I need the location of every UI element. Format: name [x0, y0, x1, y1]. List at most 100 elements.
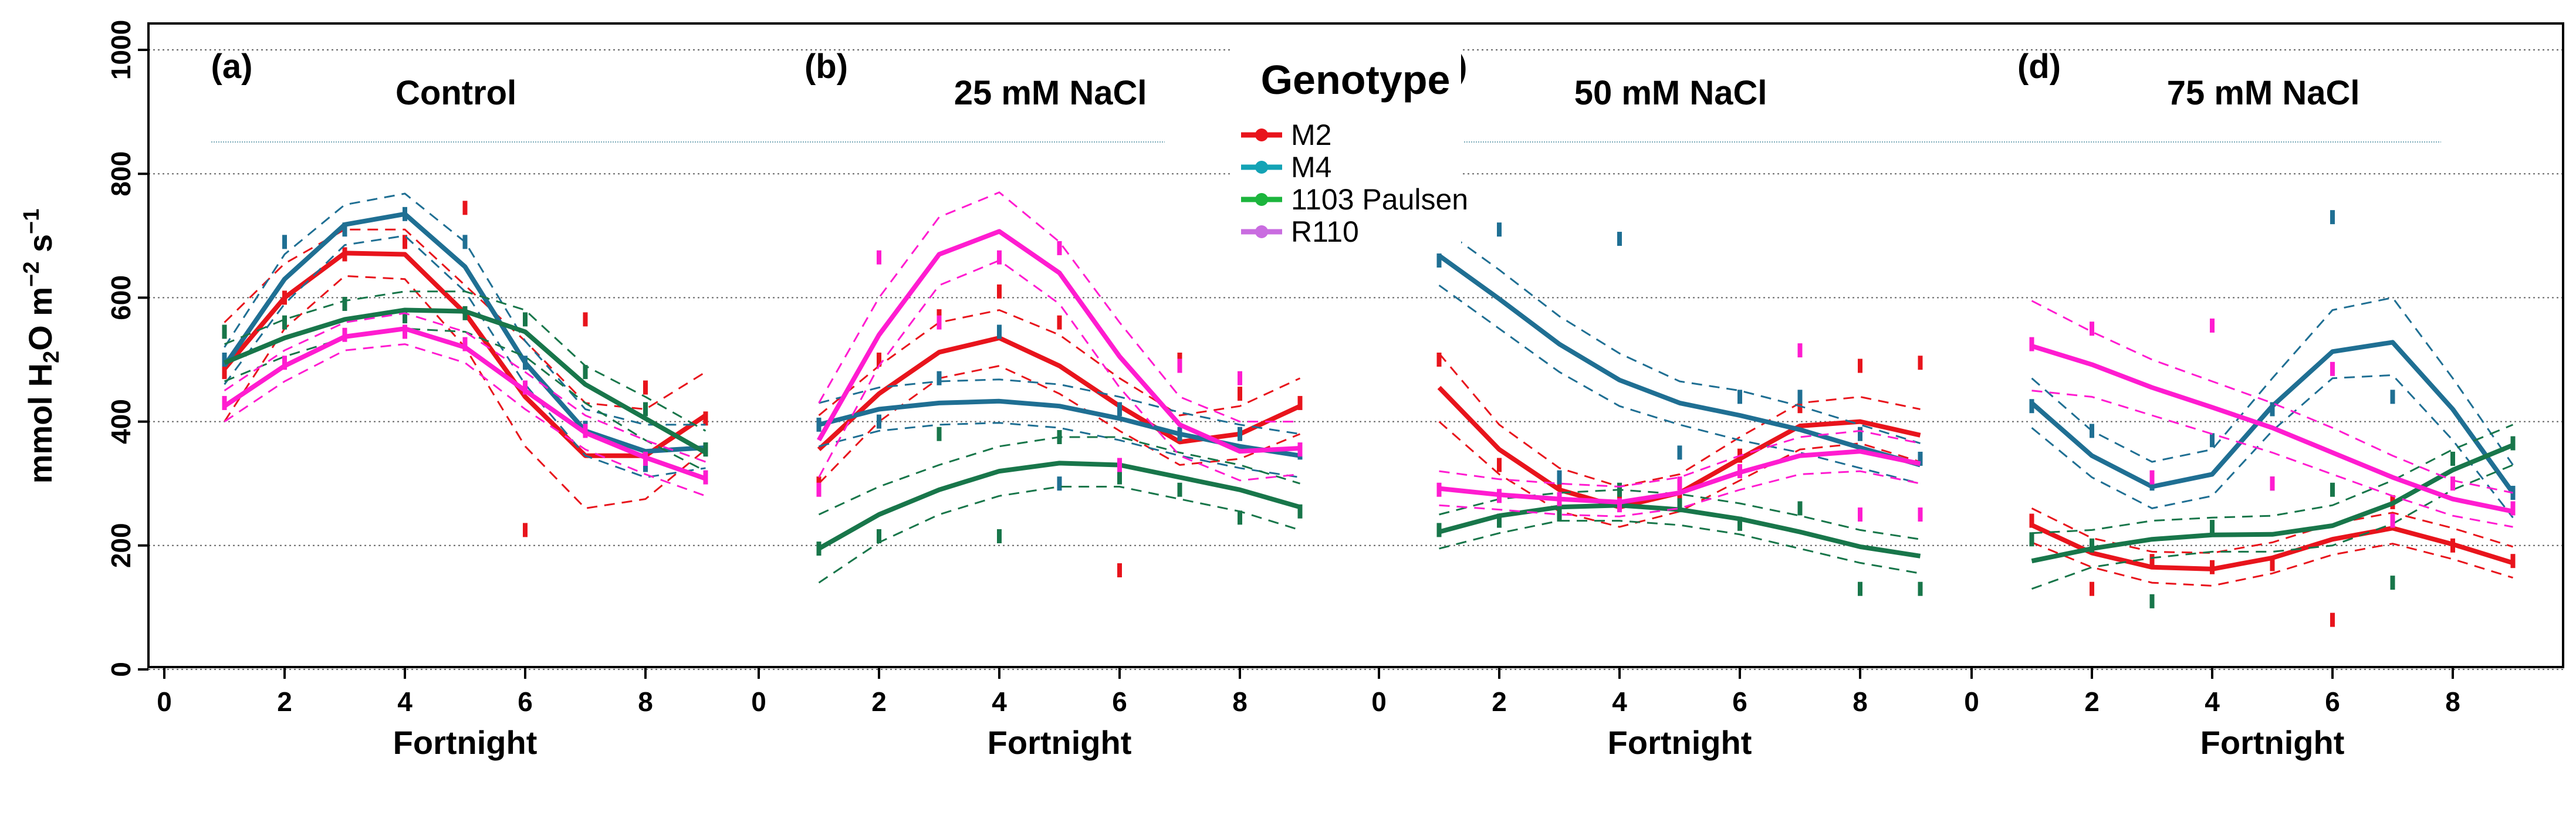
data-point-p3-1103-paulsen-2	[1497, 513, 1502, 528]
data-point-p2-m4-8	[1238, 427, 1242, 441]
x-tick-label-p3-2: 2	[1492, 686, 1507, 717]
data-point-p1-1103-paulsen-7	[583, 365, 588, 380]
legend-label-r110: R110	[1291, 215, 1359, 248]
data-point-p2-m4-6	[1117, 402, 1122, 417]
data-point-p2-m2-9	[1297, 395, 1303, 410]
ci-upper-p3-r110	[1439, 429, 1921, 488]
legend-title: Genotype	[1261, 57, 1451, 103]
data-point-p4-r110-1	[2029, 337, 2034, 351]
data-point-p4-m4-5	[2270, 402, 2275, 417]
data-point-p4-m2-5	[2270, 557, 2275, 571]
panel-letter-2: (b)	[804, 48, 848, 86]
ci-lower-p1-r110	[224, 343, 706, 497]
data-point-p2-r110-3	[937, 315, 942, 330]
data-point-p1-m2-3	[342, 247, 347, 262]
x-tick-label-p2-0: 0	[751, 686, 766, 717]
data-point-p2-m4-2	[877, 414, 881, 429]
data-point-p1-1103-paulsen-2	[282, 315, 287, 330]
data-point-p4-r110-2	[2090, 322, 2094, 336]
data-point-p2-1103-paulsen-3	[937, 427, 942, 441]
ci-lower-p3-1103-paulsen	[1439, 520, 1921, 574]
legend-marker-m4	[1255, 161, 1268, 174]
data-point-p1-1103-paulsen-6	[523, 312, 528, 327]
y-tick-label-400: 400	[106, 399, 136, 444]
data-point-p1-m4-3	[342, 222, 347, 237]
data-point-p4-r110-5	[2270, 476, 2275, 491]
data-point-p1-1103-paulsen-4	[403, 309, 407, 324]
data-point-p1-m2-2	[282, 290, 287, 305]
data-point-p2-m4-4	[997, 324, 1002, 339]
data-point-p1-1103-paulsen-1	[222, 324, 227, 339]
ci-lower-p2-r110	[818, 259, 1300, 482]
fit-line-p3-r110	[1439, 449, 1921, 505]
x-tick-label-p3-6: 6	[1732, 686, 1747, 717]
panel-2	[816, 191, 1303, 584]
data-point-p1-r110-6	[523, 380, 528, 395]
data-point-p4-m4-9	[2510, 486, 2516, 500]
legend-marker-m2	[1255, 128, 1268, 141]
panel-1	[222, 192, 708, 537]
data-point-p4-m4-6	[2330, 210, 2335, 225]
ci-lower-p3-m2	[1438, 421, 1921, 528]
legend-label-m2: M2	[1291, 119, 1331, 151]
data-point-p1-r110-7	[583, 424, 588, 438]
x-axis-title-p3: Fortnight	[1608, 724, 1752, 761]
x-tick-label-p2-8: 8	[1232, 686, 1248, 717]
panel-4	[2029, 210, 2516, 627]
data-point-p3-m2-1	[1436, 353, 1442, 367]
data-point-p3-m2-2	[1497, 458, 1502, 472]
data-point-p4-r110-3	[2149, 470, 2155, 485]
data-point-p2-m4-3	[937, 371, 942, 385]
data-point-p4-r110-8	[2450, 476, 2455, 491]
legend-label-m4: M4	[1291, 151, 1331, 184]
data-point-p2-1103-paulsen-9	[1297, 504, 1303, 519]
data-point-p1-m2-7	[583, 312, 588, 327]
fit-line-p3-m4	[1438, 253, 1921, 468]
data-point-p3-m4-4	[1617, 232, 1622, 246]
ci-upper-p2-r110	[818, 191, 1300, 423]
data-point-p4-r110-7	[2390, 513, 2395, 528]
fit-line-p4-1103-paulsen	[2031, 443, 2514, 564]
ci-lower-p1-m4	[224, 235, 706, 479]
data-point-p4-m2-4	[2210, 560, 2215, 574]
data-point-p3-1103-paulsen-5	[1677, 498, 1682, 513]
data-point-p3-1103-paulsen-6	[1737, 516, 1742, 531]
panel-1-axis: 0 2 4 6 8 Fortnight (a) Control	[157, 48, 653, 761]
legend-background	[1232, 47, 1461, 252]
data-point-p3-m4-8	[1858, 427, 1862, 441]
data-point-p3-m2-8	[1858, 358, 1862, 373]
data-point-p4-m4-4	[2210, 433, 2215, 448]
ci-upper-p2-m2	[818, 309, 1301, 417]
data-point-p1-m2-9	[703, 411, 708, 426]
x-tick-label-p1-0: 0	[157, 686, 172, 717]
data-point-p3-m4-3	[1557, 470, 1562, 485]
ci-lower-p4-m2	[2031, 542, 2513, 587]
x-tick-label-p1-6: 6	[518, 686, 533, 717]
data-point-p2-1103-paulsen-8	[1238, 510, 1242, 525]
data-point-p1-m4-6	[523, 356, 528, 370]
x-tick-label-p4-6: 6	[2325, 686, 2340, 717]
panel-letter-1: (a)	[211, 48, 253, 86]
data-point-p3-1103-paulsen-8	[1858, 581, 1862, 596]
ci-upper-p3-1103-paulsen	[1439, 489, 1921, 540]
data-point-p2-r110-7	[1177, 358, 1182, 373]
ci-upper-p4-1103-paulsen	[2031, 424, 2514, 534]
data-point-p1-r110-3	[342, 327, 347, 342]
x-tick-label-p2-4: 4	[992, 686, 1007, 717]
data-point-p3-r110-9	[1918, 507, 1923, 522]
y-tick-label-800: 800	[106, 151, 136, 197]
panel-title-1: Control	[395, 74, 516, 112]
data-point-p1-1103-paulsen-3	[342, 296, 347, 311]
panel-letter-4: (d)	[2017, 48, 2061, 86]
ci-upper-p4-r110	[2031, 300, 2513, 494]
x-tick-label-p1-8: 8	[638, 686, 653, 717]
data-point-p2-1103-paulsen-1	[816, 542, 822, 556]
data-point-p1-m2-8	[643, 380, 648, 395]
y-tick-label-200: 200	[106, 523, 136, 568]
data-point-p3-m4-5	[1677, 445, 1682, 460]
ci-upper-p1-m2	[224, 228, 706, 411]
data-point-p3-1103-paulsen-4	[1617, 482, 1622, 497]
